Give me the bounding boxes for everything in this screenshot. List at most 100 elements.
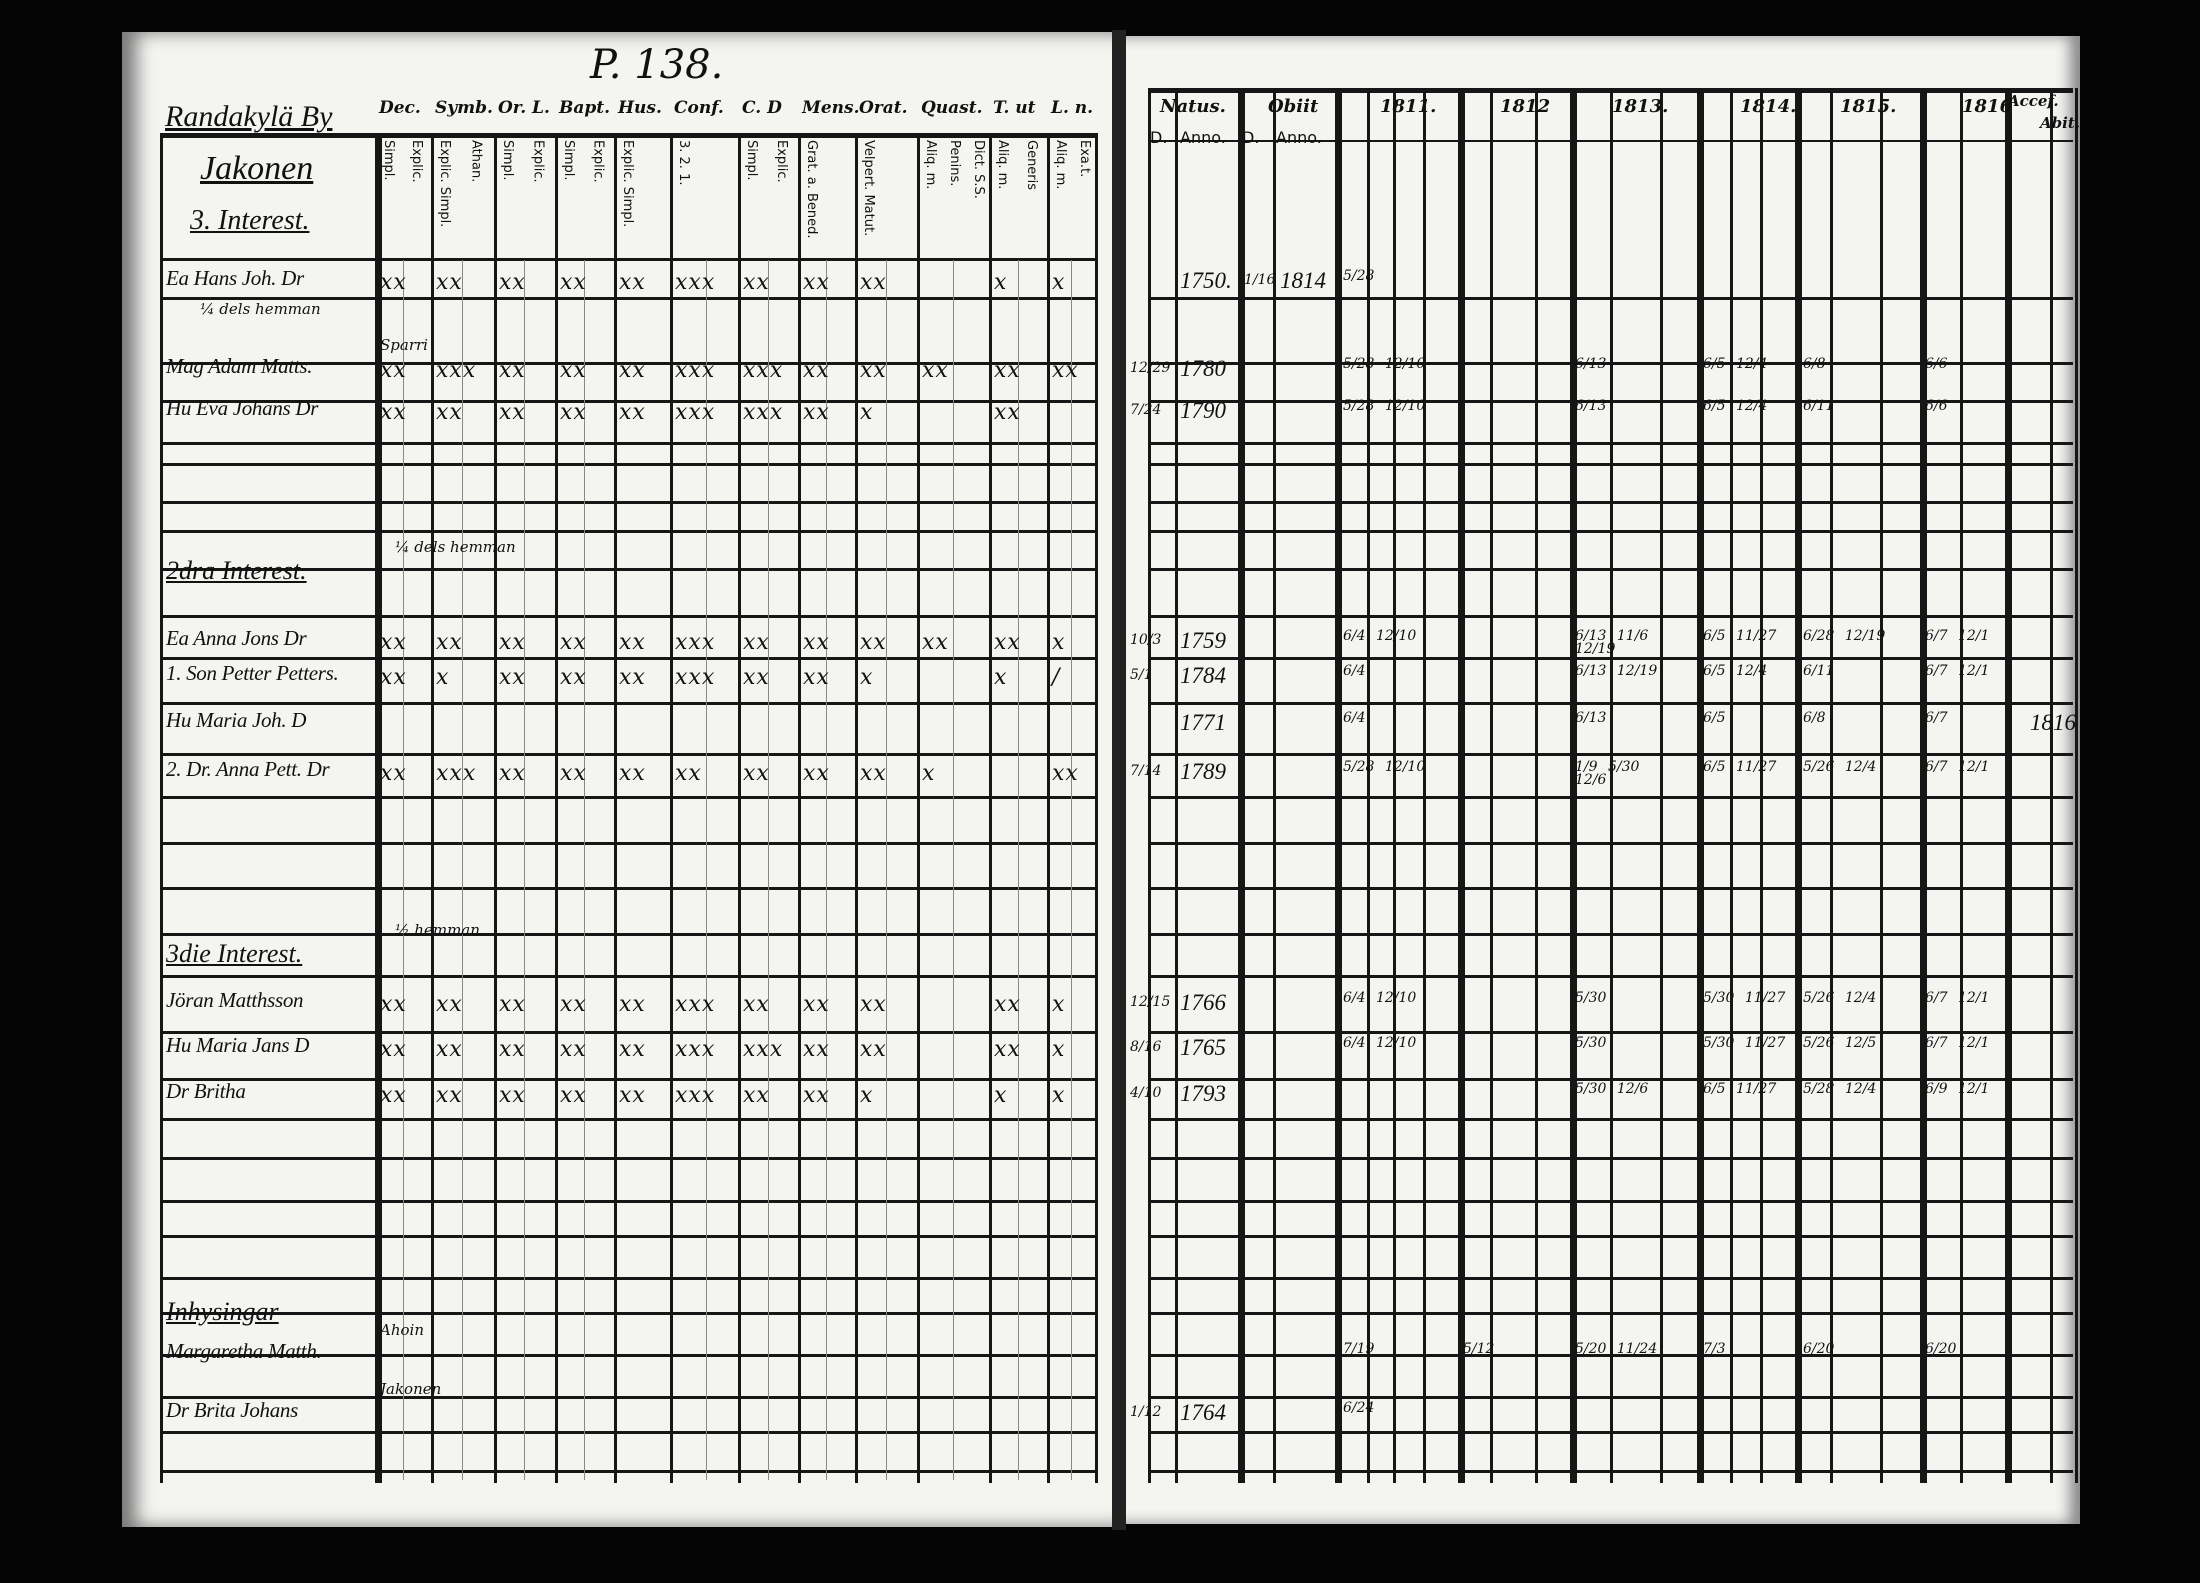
left-row-line — [160, 1118, 1095, 1121]
catechism-mark: x — [860, 665, 874, 690]
right-column-line — [1610, 88, 1613, 1483]
row-note: Sparri — [380, 336, 428, 354]
left-subcolumn-line — [524, 260, 525, 1480]
catechism-mark: xx — [619, 761, 646, 786]
header-top-rule — [160, 133, 1095, 138]
catechism-mark: x — [1052, 270, 1066, 295]
left-subcolumn-line — [706, 260, 707, 1480]
communion-date: 6/9 12/1 — [1925, 1081, 1990, 1097]
right-column-line — [1148, 88, 1151, 1483]
column-subheader: Grat. a. Bened. — [804, 140, 819, 239]
abit-header: Abit. — [2040, 114, 2080, 132]
right-column-line — [1238, 88, 1245, 1483]
communion-date: 6/5 12/4 — [1703, 663, 1768, 679]
person-name: Dr Brita Johans — [166, 1398, 299, 1422]
catechism-mark: xx — [619, 270, 646, 295]
left-subcolumn-line — [462, 260, 463, 1480]
catechism-mark: x — [994, 270, 1008, 295]
catechism-mark: xx — [860, 761, 887, 786]
birth-day: 1/12 — [1130, 1404, 1162, 1420]
year-header-1815: 1815. — [1840, 96, 1897, 117]
catechism-mark: xx — [803, 630, 830, 655]
catechism-mark: xx — [560, 1083, 587, 1108]
birth-day: 12/15 — [1130, 994, 1171, 1010]
communion-date: 6/4 12/10 — [1343, 990, 1417, 1006]
left-row-line — [160, 887, 1095, 890]
left-margin-line — [160, 133, 163, 1483]
person-name: Margaretha Matth. — [166, 1339, 322, 1363]
right-column-line — [1393, 88, 1396, 1483]
catechism-mark: xx — [994, 992, 1021, 1017]
catechism-mark: xx — [803, 761, 830, 786]
person-name: 2dra Interest. — [166, 556, 307, 585]
communion-date: 6/7 — [1925, 710, 1948, 726]
right-column-line — [1175, 88, 1178, 1483]
communion-date: 6/11 — [1803, 663, 1835, 679]
natus-header: Natus. — [1160, 96, 1226, 117]
communion-date: 5/28 12/10 — [1343, 356, 1426, 372]
communion-date: 6/5 11/27 — [1703, 759, 1777, 775]
communion-date: 6/5 12/4 — [1703, 356, 1768, 372]
catechism-mark: xx — [499, 358, 526, 383]
catechism-mark: xxx — [743, 358, 784, 383]
person-name: Ea Anna Jons Dr — [166, 626, 307, 650]
column-subheader: Aliq. m. — [995, 140, 1010, 190]
right-column-line — [1730, 88, 1733, 1483]
left-row-line — [160, 657, 1095, 660]
left-column-line — [989, 133, 992, 1483]
village-name: Randakylä By — [165, 100, 333, 133]
catechism-mark: x — [436, 665, 450, 690]
column-header: Or. L. — [498, 98, 550, 118]
catechism-mark: xx — [436, 270, 463, 295]
left-row-line — [160, 1277, 1095, 1280]
catechism-mark: x — [994, 665, 1008, 690]
catechism-mark: xx — [743, 630, 770, 655]
catechism-mark: xx — [803, 1083, 830, 1108]
left-subcolumn-line — [403, 260, 404, 1480]
catechism-mark: xxx — [743, 1037, 784, 1062]
column-subheader: Penins. — [947, 140, 962, 187]
communion-date: 6/4 12/10 — [1343, 1035, 1417, 1051]
accef-header: Accef. — [2008, 92, 2059, 110]
catechism-mark: xx — [560, 992, 587, 1017]
column-header: Symb. — [435, 98, 493, 118]
column-subheader: Exa.t. — [1077, 140, 1092, 178]
left-row-line — [160, 615, 1095, 618]
catechism-mark: xx — [1052, 358, 1079, 383]
interest-heading: 3. Interest. — [190, 205, 310, 236]
column-header: C. D — [742, 98, 782, 118]
left-column-line — [555, 133, 558, 1483]
birth-year: 1780 — [1180, 356, 1226, 381]
left-row-line — [160, 297, 1095, 300]
column-subheader: Simpl. — [500, 140, 515, 181]
person-name: Inhysingar — [166, 1297, 279, 1326]
column-header: Dec. — [379, 98, 421, 118]
obiit-d-header: D. — [1242, 128, 1260, 147]
catechism-mark: xx — [619, 992, 646, 1017]
birth-year: 1759 — [1180, 628, 1226, 653]
catechism-mark: xx — [803, 270, 830, 295]
left-row-line — [160, 1157, 1095, 1160]
communion-date: 5/28 12/4 — [1803, 1081, 1877, 1097]
moved-out-year: 1816 — [2030, 710, 2076, 735]
catechism-mark: xx — [499, 1083, 526, 1108]
year-header-1814: 1814. — [1740, 96, 1797, 117]
catechism-mark: xx — [499, 400, 526, 425]
left-column-line — [494, 133, 497, 1483]
birth-year: 1764 — [1180, 1400, 1226, 1425]
book-gutter — [1112, 30, 1126, 1530]
communion-date: 5/12 — [1463, 1341, 1495, 1357]
catechism-mark: xx — [743, 992, 770, 1017]
left-column-line — [855, 133, 858, 1483]
communion-date: 6/20 — [1803, 1341, 1835, 1357]
catechism-mark: xxx — [675, 358, 716, 383]
catechism-mark: xx — [994, 630, 1021, 655]
left-row-line — [160, 842, 1095, 845]
left-row-line — [160, 1031, 1095, 1034]
birth-year: 1766 — [1180, 990, 1226, 1015]
column-subheader: Dict. S.S. — [971, 140, 986, 199]
catechism-mark: xx — [380, 270, 407, 295]
left-row-line — [160, 1396, 1095, 1399]
left-row-line — [160, 1354, 1095, 1357]
